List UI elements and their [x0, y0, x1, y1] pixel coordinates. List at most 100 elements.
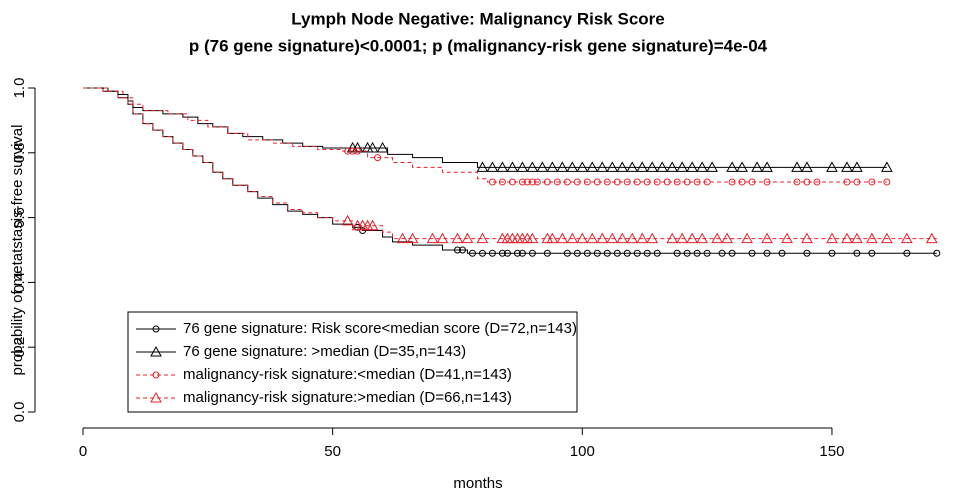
censor-mark — [643, 178, 651, 186]
censor-mark — [686, 161, 698, 172]
censor-mark — [881, 161, 893, 172]
censor-mark — [526, 161, 539, 172]
censor-mark — [673, 178, 681, 186]
censor-mark — [826, 232, 838, 244]
censor-mark — [653, 178, 661, 186]
censor-mark — [566, 232, 579, 244]
censor-mark — [461, 232, 474, 244]
x-tick-label: 100 — [570, 443, 595, 460]
censor-mark — [706, 161, 718, 172]
censor-mark — [726, 161, 738, 172]
censor-mark — [563, 249, 571, 257]
censor-mark — [596, 232, 609, 244]
censor-mark — [341, 214, 354, 226]
censor-mark — [436, 232, 449, 244]
y-tick-label: 0.8 — [11, 142, 28, 163]
censor-mark — [633, 178, 641, 186]
legend-marker — [152, 325, 160, 333]
censor-mark — [763, 249, 771, 257]
censor-mark — [853, 178, 861, 186]
censor-mark — [748, 249, 756, 257]
censor-mark — [344, 147, 352, 155]
censor-mark — [498, 249, 506, 257]
censor-mark — [613, 178, 621, 186]
chart-subtitle: p (76 gene signature)<0.0001; p (maligna… — [189, 36, 768, 55]
censor-mark — [406, 232, 419, 244]
y-axis-label: probability of metatstasis-free survival — [9, 125, 26, 376]
censor-mark — [738, 178, 746, 186]
censor-mark — [801, 232, 813, 244]
censor-mark — [366, 219, 379, 231]
censor-mark — [573, 249, 581, 257]
censor-mark — [676, 232, 689, 244]
censor-mark — [883, 178, 891, 186]
censor-mark — [518, 249, 526, 257]
censor-mark — [556, 161, 569, 172]
censor-mark — [576, 161, 589, 172]
censor-mark — [516, 161, 529, 172]
censor-mark — [359, 227, 367, 235]
censor-mark — [518, 178, 526, 186]
censor-mark — [503, 249, 511, 257]
censor-mark — [781, 232, 793, 244]
censor-mark — [803, 178, 811, 186]
censor-mark — [748, 178, 756, 186]
x-tick-label: 0 — [79, 443, 87, 460]
censor-mark — [866, 232, 878, 244]
censor-mark — [451, 232, 464, 244]
legend-box — [127, 311, 578, 413]
censor-mark — [573, 178, 581, 186]
legend-label: 76 gene signature: Risk score<median sco… — [183, 320, 577, 337]
censor-mark — [626, 161, 639, 172]
x-axis-label: months — [453, 475, 502, 492]
censor-mark — [606, 232, 619, 244]
chart-title: Lymph Node Negative: Malignancy Risk Sco… — [291, 9, 664, 28]
censor-mark — [583, 178, 591, 186]
censor-mark — [496, 161, 509, 172]
censor-mark — [718, 249, 726, 257]
censor-mark — [761, 161, 773, 172]
censor-mark — [523, 178, 531, 186]
censor-mark — [868, 178, 876, 186]
censor-mark — [613, 249, 621, 257]
censor-mark — [643, 249, 651, 257]
censor-mark — [623, 249, 631, 257]
censor-mark — [528, 249, 536, 257]
x-tick-label: 150 — [819, 443, 844, 460]
censor-mark — [583, 249, 591, 257]
survival-curve — [83, 87, 887, 183]
legend-label: 76 gene signature: >median (D=35,n=143) — [183, 343, 466, 360]
censor-mark — [813, 178, 821, 186]
censor-mark — [426, 232, 439, 244]
censor-mark — [868, 249, 876, 257]
censor-mark — [476, 161, 489, 172]
censor-mark — [696, 161, 708, 172]
censor-mark — [486, 161, 499, 172]
y-tick-label: 0.4 — [11, 272, 28, 293]
censor-mark — [778, 249, 786, 257]
censor-mark — [526, 232, 539, 244]
censor-mark — [633, 249, 641, 257]
censor-mark — [586, 161, 599, 172]
censor-mark — [853, 249, 861, 257]
censor-mark — [626, 232, 639, 244]
censor-mark — [376, 141, 389, 153]
legend-label: malignancy-risk signature:>median (D=66,… — [183, 389, 512, 406]
censor-mark — [488, 249, 496, 257]
censor-mark — [666, 161, 679, 172]
censor-mark — [354, 223, 362, 231]
censor-mark — [736, 161, 748, 172]
censor-mark — [728, 249, 736, 257]
censor-mark — [881, 232, 893, 244]
censor-mark — [851, 161, 863, 172]
censor-mark — [683, 249, 691, 257]
censor-mark — [576, 232, 589, 244]
censor-mark — [793, 178, 801, 186]
censor-mark — [596, 161, 609, 172]
censor-mark — [566, 161, 579, 172]
legend-label: malignancy-risk signature:<median (D=41,… — [183, 366, 512, 383]
survival-curve — [83, 87, 937, 240]
censor-mark — [761, 232, 773, 244]
